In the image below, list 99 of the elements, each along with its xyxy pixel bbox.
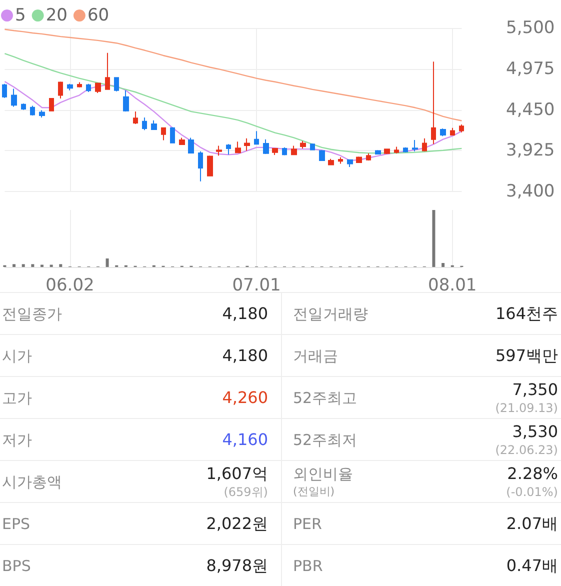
x-tick-label: 06.02 (46, 276, 94, 296)
candlestick (459, 124, 464, 133)
y-tick-label: 5,500 (506, 18, 555, 38)
candlestick (422, 138, 427, 152)
candlestick (394, 146, 399, 154)
category-label: 전일종가 (2, 304, 62, 324)
bar (12, 264, 16, 267)
candlestick (338, 156, 343, 164)
candlestick (86, 83, 91, 92)
line-series (4, 52, 462, 154)
candlestick (2, 83, 7, 98)
y-tick-label: 3,925 (506, 140, 555, 161)
category-label: 52주최저 (293, 430, 358, 450)
candlestick (161, 127, 166, 141)
candlestick (291, 145, 297, 156)
candlestick (179, 137, 185, 146)
candlestick (77, 82, 82, 88)
candlestick (319, 150, 325, 162)
x-tick-label: 08.01 (428, 276, 477, 296)
text: 2,022원 (206, 514, 268, 533)
category-label: 전일거래량 (293, 304, 368, 324)
candlestick (105, 52, 110, 90)
x-tick-label: 07.01 (232, 276, 281, 296)
category-label: PBR (293, 556, 323, 576)
candlestick (142, 116, 147, 131)
bar (432, 210, 436, 267)
candlestick (272, 148, 278, 156)
text: 1,607억 (659위) (206, 464, 268, 499)
category-label: PER (293, 514, 322, 534)
text: 2.28% (-0.01%) (506, 464, 558, 499)
category-label: 시가 (2, 346, 32, 366)
y-tick-label: 3,400 (506, 182, 555, 202)
candlestick (366, 152, 371, 162)
category-label: BPS (2, 556, 31, 576)
legend-label: 5 (15, 6, 26, 26)
bar (59, 264, 62, 267)
category-label: 외인비율 (전일비) (293, 464, 353, 500)
candlestick (328, 158, 334, 166)
candlestick (95, 82, 101, 94)
line-series (4, 28, 462, 122)
candlestick (300, 140, 306, 149)
candlestick (49, 98, 54, 112)
category-label: 고가 (2, 388, 32, 408)
candlestick (133, 111, 138, 124)
candlestick (226, 144, 231, 156)
candlestick (67, 83, 73, 91)
candlestick (431, 61, 436, 145)
legend-label: 20 (46, 6, 68, 26)
bar (442, 263, 445, 267)
y-tick-label: 4,975 (506, 58, 555, 79)
candlestick (450, 127, 455, 136)
candlestick (263, 138, 269, 154)
category-label: 거래금 (293, 346, 338, 366)
text: 164천주 (495, 304, 558, 323)
y-tick-label: 4,450 (506, 100, 555, 120)
text: 597백만 (495, 346, 558, 365)
text: 4,260 (222, 388, 268, 407)
category-label: 시가총액 (2, 472, 62, 492)
candlestick (30, 105, 35, 116)
candlestick (198, 150, 203, 182)
candlestick (403, 146, 408, 153)
candlestick (375, 150, 381, 154)
candlestick (39, 110, 45, 118)
text: 4,160 (222, 430, 268, 449)
candlestick (188, 137, 194, 154)
text: 3,530 (22.06.23) (495, 422, 558, 457)
candlestick (11, 88, 17, 108)
candlestick (347, 159, 353, 168)
candlestick (216, 145, 222, 156)
legend-label: 60 (87, 6, 110, 26)
candlestick (356, 156, 362, 163)
candlestick (310, 143, 315, 150)
candlestick (123, 90, 129, 112)
bar (22, 264, 25, 267)
candlestick (170, 126, 175, 144)
candlestick (58, 81, 63, 100)
candlestick (412, 139, 418, 152)
text: 7,350 (21.09.13) (495, 380, 558, 415)
bar (31, 264, 34, 267)
candlestick (114, 77, 119, 92)
text: 8,978원 (206, 556, 268, 575)
candlestick (440, 128, 446, 137)
text: 4,180 (222, 304, 268, 323)
candlestick (151, 120, 157, 130)
candlestick (244, 138, 250, 152)
candlestick (384, 148, 390, 154)
line-series (4, 80, 462, 162)
text: 4,180 (222, 346, 268, 365)
candlestick (207, 155, 213, 176)
candlestick (21, 102, 26, 110)
category-label: EPS (2, 514, 30, 534)
bar (106, 258, 109, 267)
category-label: 52주최고 (293, 388, 358, 408)
candlestick (254, 130, 259, 145)
text: 0.47배 (506, 556, 558, 575)
text: 2.07배 (506, 514, 558, 533)
candlestick (282, 146, 287, 156)
candlestick (235, 141, 241, 154)
category-label: 저가 (2, 430, 32, 450)
